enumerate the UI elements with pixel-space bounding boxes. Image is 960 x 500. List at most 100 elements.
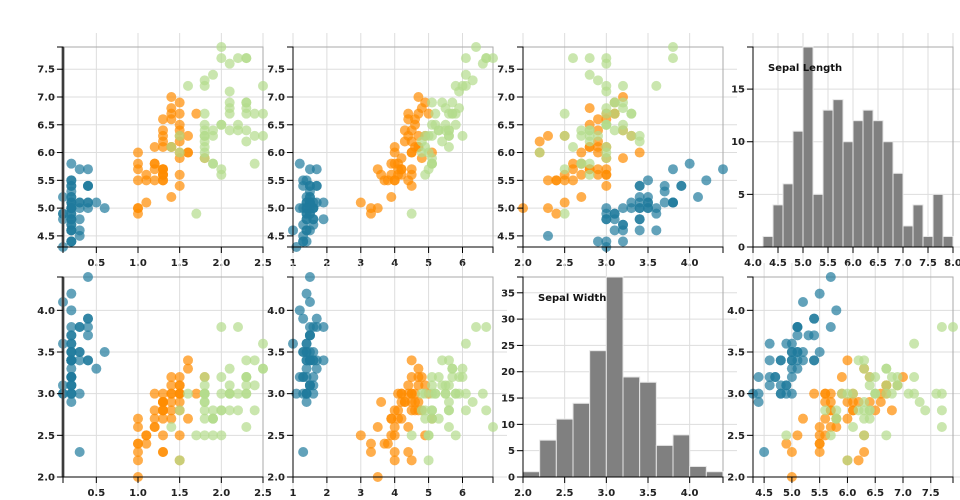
point-setosa xyxy=(298,347,309,357)
point-virginica xyxy=(576,130,587,141)
x-tick-label: 1.5 xyxy=(171,488,189,499)
point-setosa xyxy=(825,272,836,282)
point-virginica xyxy=(481,405,492,416)
point-setosa xyxy=(634,225,645,236)
point-setosa xyxy=(792,330,803,341)
x-axis-line xyxy=(522,246,724,253)
point-virginica xyxy=(241,422,252,432)
point-setosa xyxy=(659,197,670,208)
y-tick-label: 3.0 xyxy=(37,389,55,400)
point-versicolor xyxy=(141,197,152,208)
point-setosa xyxy=(668,164,678,175)
y-tick-label: 30 xyxy=(501,315,515,326)
y-tick-label: 5.0 xyxy=(267,204,285,215)
point-setosa xyxy=(609,208,620,219)
point-virginica xyxy=(426,153,437,164)
point-setosa xyxy=(781,338,792,349)
point-versicolor xyxy=(798,413,808,424)
point-versicolor xyxy=(166,114,177,125)
point-versicolor xyxy=(355,430,366,441)
point-versicolor xyxy=(158,430,168,441)
point-setosa xyxy=(643,203,653,214)
point-setosa xyxy=(792,355,803,366)
points xyxy=(518,42,728,252)
point-versicolor xyxy=(166,397,177,407)
point-versicolor xyxy=(814,422,825,432)
point-virginica xyxy=(936,322,947,332)
histogram-bar xyxy=(792,130,804,248)
point-versicolor xyxy=(389,142,400,152)
point-versicolor xyxy=(403,175,414,186)
y-axis-line xyxy=(747,276,754,478)
point-virginica xyxy=(440,388,451,399)
histogram-bar xyxy=(522,471,541,478)
point-versicolor xyxy=(601,180,612,191)
point-setosa xyxy=(634,180,645,191)
point-versicolor xyxy=(389,422,400,432)
point-setosa xyxy=(99,347,110,357)
points xyxy=(748,272,958,482)
point-virginica xyxy=(601,53,612,64)
point-setosa xyxy=(318,355,329,366)
y-tick-label: 0 xyxy=(508,473,515,484)
point-versicolor xyxy=(886,405,897,416)
y-axis: 2.0 2.5 3.0 3.5 4.0 xyxy=(267,276,294,484)
point-setosa xyxy=(786,363,797,374)
y-axis-line xyxy=(287,46,294,248)
point-versicolor xyxy=(842,355,853,366)
y-tick-label: 2.5 xyxy=(37,431,55,442)
point-virginica xyxy=(443,397,454,407)
point-setosa xyxy=(792,322,803,332)
point-versicolor xyxy=(149,422,160,432)
x-axis: 4.0 4.5 5.0 5.5 6.0 6.5 7.0 7.5 8.0 xyxy=(744,246,960,269)
y-tick-label: 7.0 xyxy=(497,93,515,104)
point-virginica xyxy=(881,380,892,391)
point-versicolor xyxy=(355,197,366,208)
point-virginica xyxy=(481,322,492,332)
point-setosa xyxy=(66,288,77,299)
point-versicolor xyxy=(396,413,407,424)
histogram-bar xyxy=(942,235,954,248)
point-virginica xyxy=(440,125,451,136)
point-versicolor xyxy=(133,147,143,158)
point-virginica xyxy=(258,363,268,374)
point-virginica xyxy=(216,169,227,180)
point-setosa xyxy=(308,197,319,208)
point-versicolor xyxy=(166,103,177,114)
point-setosa xyxy=(301,214,312,225)
point-virginica xyxy=(936,388,947,399)
point-virginica xyxy=(249,130,260,141)
point-versicolor xyxy=(166,380,177,391)
x-axis-line xyxy=(522,476,724,483)
x-axis: 1 2 3 4 5 6 xyxy=(290,476,494,499)
histogram-bar xyxy=(689,465,707,478)
point-versicolor xyxy=(842,413,853,424)
x-tick-label: 6.5 xyxy=(866,488,884,499)
y-tick-label: 7.5 xyxy=(497,65,515,76)
point-versicolor xyxy=(406,355,417,366)
point-versicolor xyxy=(158,413,168,424)
point-setosa xyxy=(304,272,315,282)
point-setosa xyxy=(66,225,77,236)
point-setosa xyxy=(294,305,305,316)
histogram-bar xyxy=(882,141,894,248)
point-setosa xyxy=(304,297,315,307)
x-axis-line xyxy=(62,246,264,253)
point-virginica xyxy=(199,372,210,382)
point-versicolor xyxy=(149,388,160,399)
point-virginica xyxy=(174,130,185,141)
histogram-bar xyxy=(639,381,657,478)
point-setosa xyxy=(301,225,312,236)
histogram-bar xyxy=(912,204,924,248)
point-virginica xyxy=(559,164,570,175)
point-virginica xyxy=(416,405,427,416)
point-setosa xyxy=(618,236,628,247)
point-virginica xyxy=(447,108,458,119)
point-versicolor xyxy=(166,413,177,424)
point-versicolor xyxy=(379,438,390,449)
x-tick-label: 6.0 xyxy=(839,488,857,499)
cell-sepal_width-vs-sepal_length: 4.5 5.0 5.5 6.0 6.5 7.0 7.5 2.0 2.5 3.0 3.5 4.0 xyxy=(497,33,737,269)
point-virginica xyxy=(166,142,177,152)
point-versicolor xyxy=(133,203,143,214)
point-virginica xyxy=(199,413,210,424)
